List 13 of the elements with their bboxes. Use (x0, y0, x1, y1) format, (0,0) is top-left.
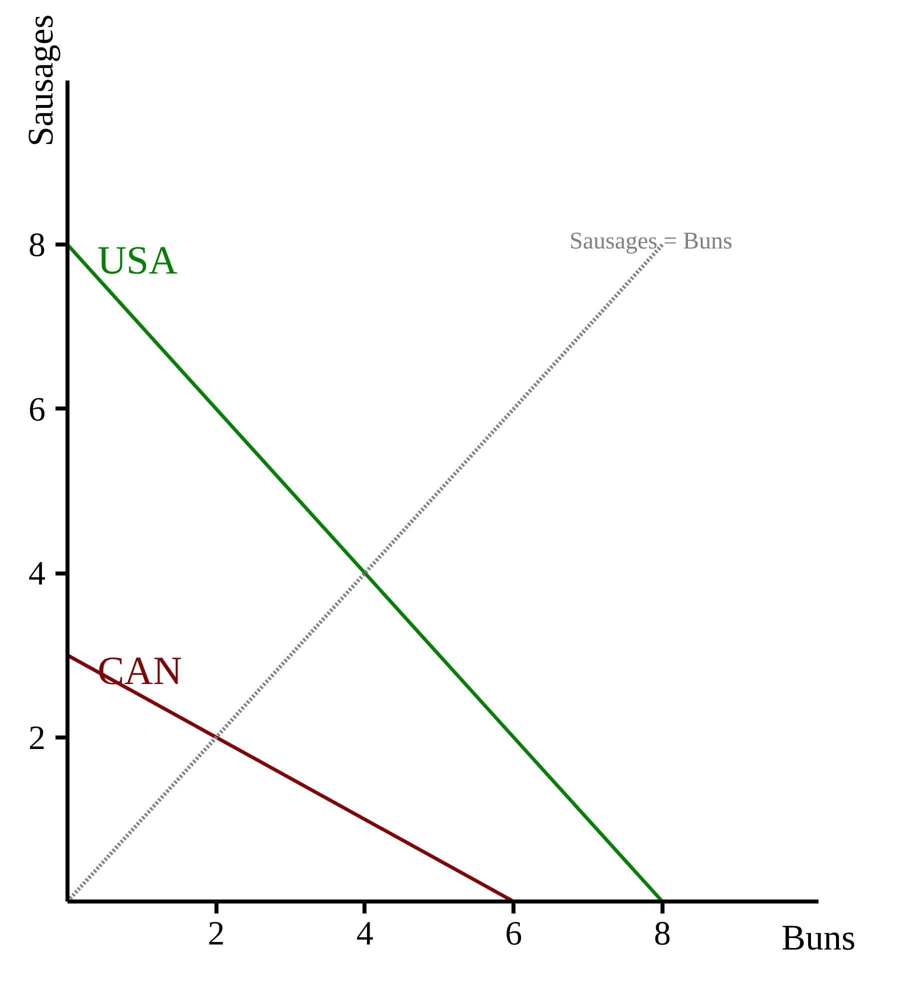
y-axis-title: Sausages (20, 14, 60, 146)
y-tick-label: 2 (28, 720, 46, 757)
series-label: Sausages = Buns (569, 228, 732, 255)
x-tick-label: 6 (505, 916, 522, 952)
y-tick-label: 6 (28, 391, 46, 428)
y-tick-label: 4 (28, 556, 46, 593)
x-tick-label: 2 (208, 916, 225, 952)
x-axis-title: Buns (781, 918, 856, 958)
x-tick-label: 4 (356, 916, 374, 952)
series-label: CAN (98, 648, 182, 694)
x-tick-label: 8 (654, 916, 671, 952)
series-label: USA (98, 238, 178, 283)
y-tick-label: 8 (28, 227, 46, 264)
